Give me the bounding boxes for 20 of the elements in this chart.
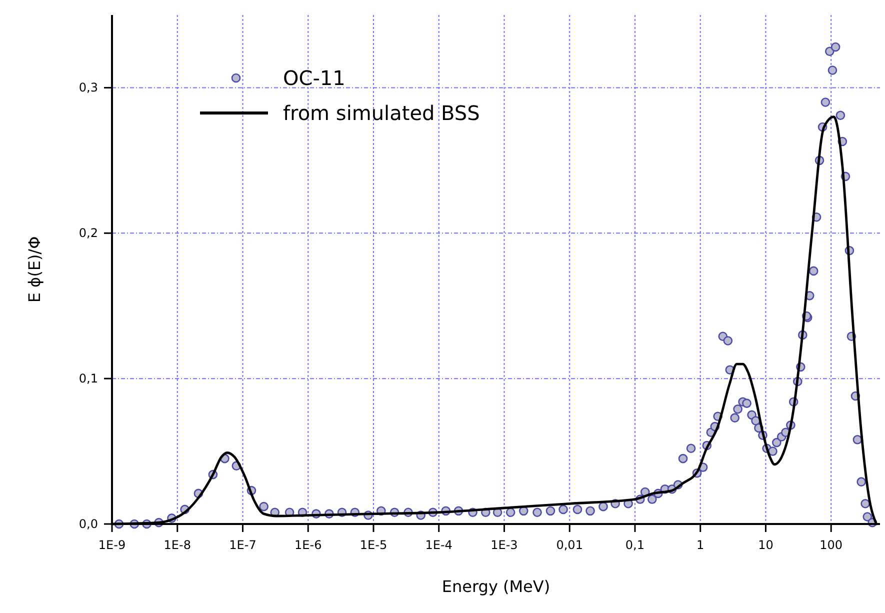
x-tick-label: 1 (696, 538, 704, 552)
legend-label: OC-11 (283, 66, 346, 90)
x-tick-label: 1E-9 (98, 538, 126, 552)
x-tick-label: 1E-4 (425, 538, 452, 552)
y-tick-label: 0,0 (78, 517, 98, 531)
y-tick-label: 0,3 (78, 80, 98, 95)
y-tick-label: 0,1 (78, 372, 98, 386)
x-tick-label: 1E-5 (360, 538, 388, 552)
x-axis-title: Energy (MeV) (442, 577, 550, 596)
y-tick-label: 0,2 (78, 226, 98, 240)
x-tick-label: 100 (820, 538, 843, 552)
y-axis-title: E ϕ(E)/Φ (25, 236, 44, 303)
x-tick-label: 0,01 (556, 538, 583, 552)
x-tick-label: 1E-8 (164, 538, 191, 552)
x-tick-label: 10 (758, 538, 774, 552)
x-tick-label: 1E-7 (229, 538, 256, 552)
legend-label: from simulated BSS (283, 101, 480, 125)
x-tick-label: 1E-3 (490, 538, 518, 552)
x-tick-label: 0,1 (625, 538, 645, 552)
x-tick-label: 1E-6 (294, 538, 322, 552)
